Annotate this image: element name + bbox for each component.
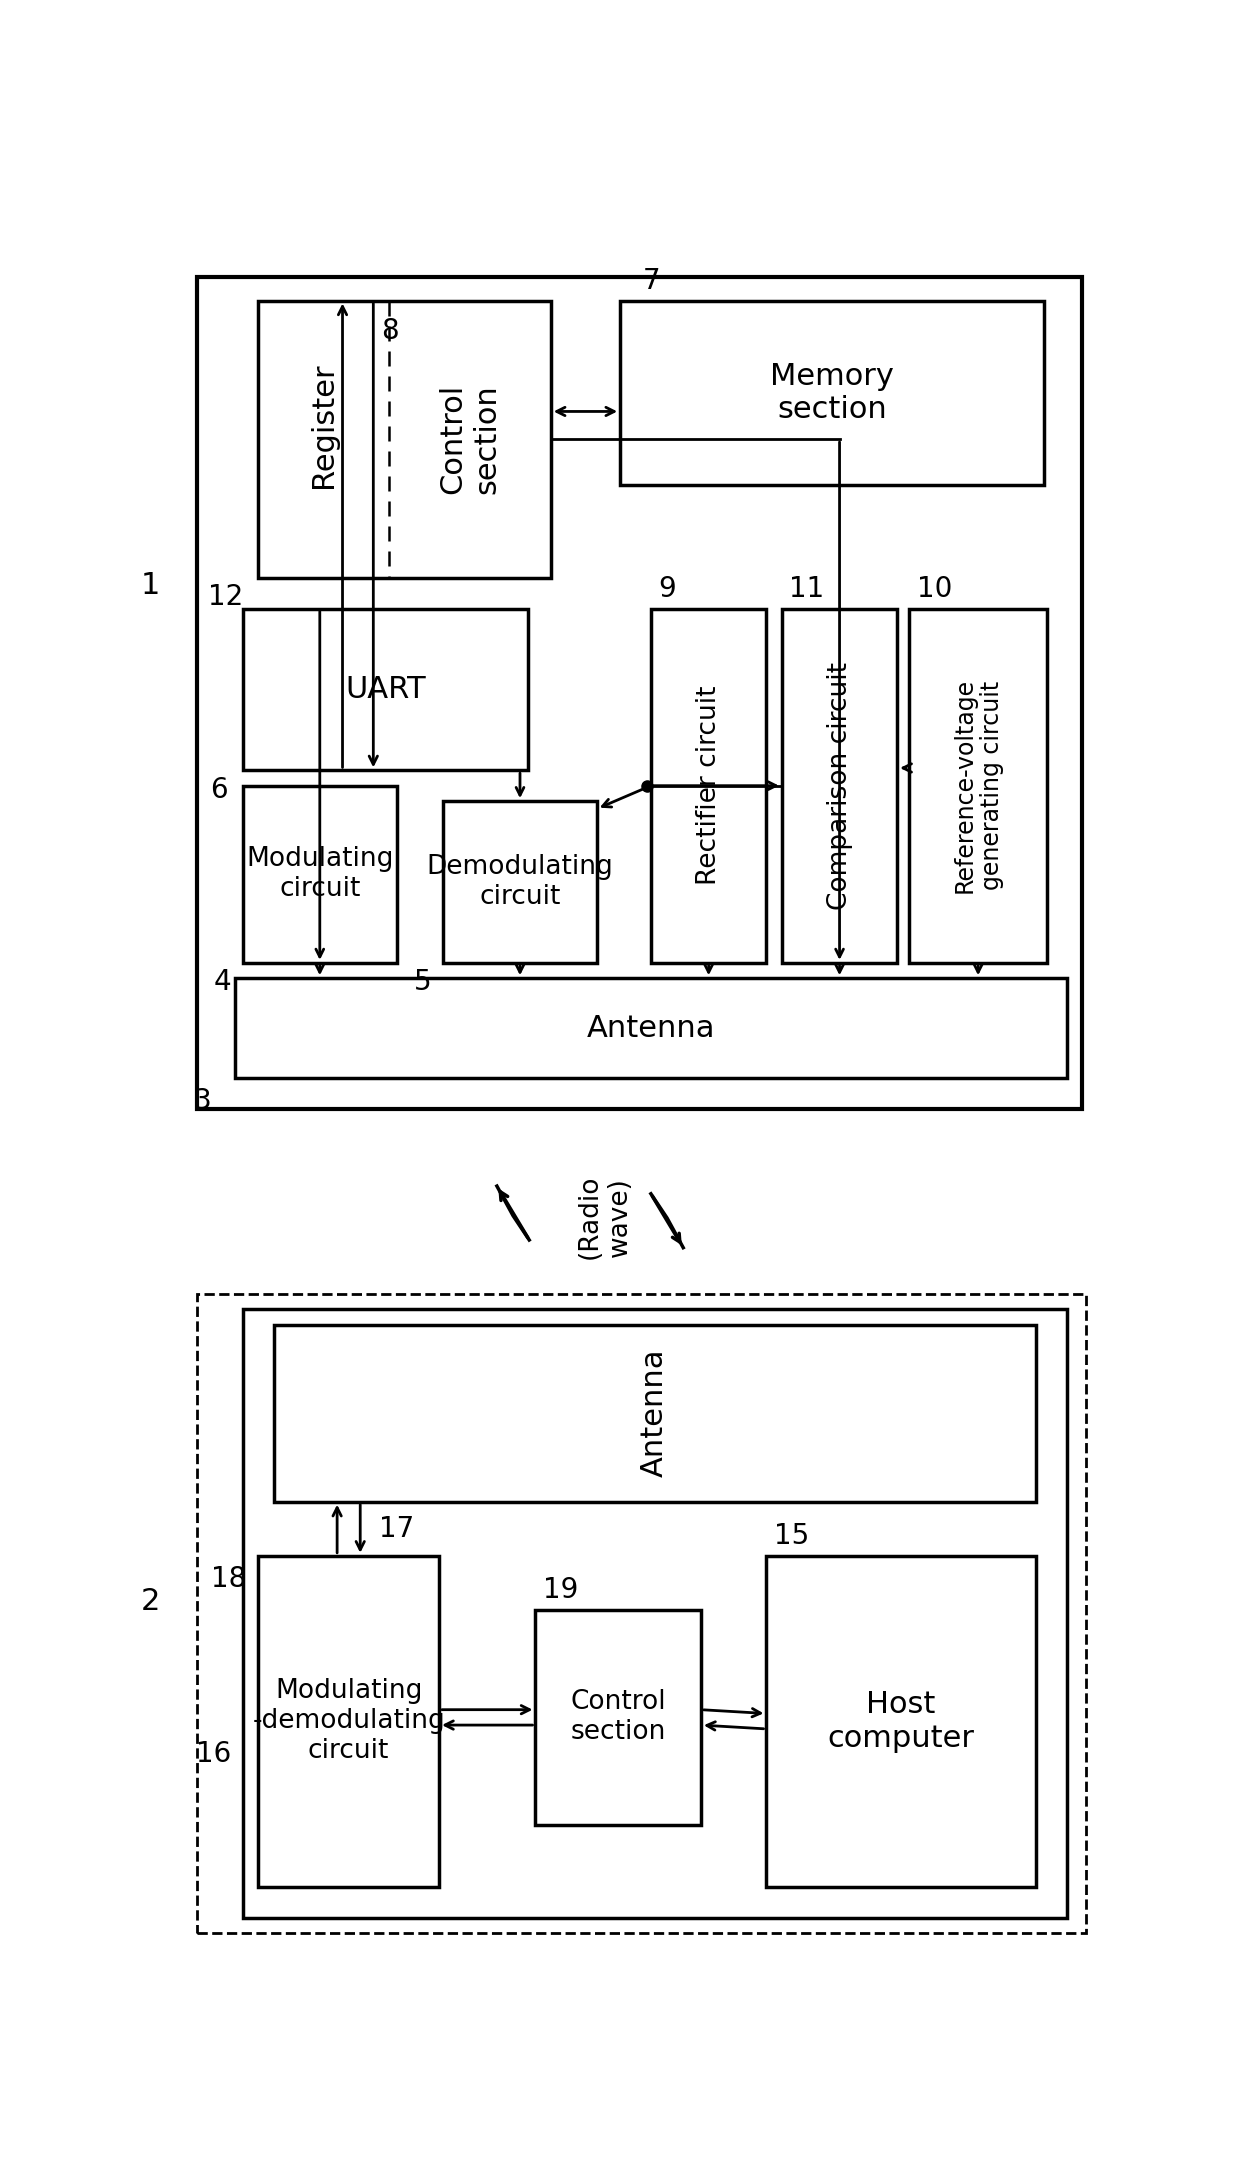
- Bar: [243, 1308, 1066, 1918]
- Text: 7: 7: [644, 266, 661, 295]
- Text: Antenna: Antenna: [587, 1013, 715, 1042]
- Bar: [197, 277, 1083, 1109]
- Text: (Radio
wave): (Radio wave): [577, 1175, 632, 1260]
- Text: 11: 11: [790, 574, 825, 603]
- Text: 2: 2: [140, 1588, 160, 1616]
- Text: Antenna: Antenna: [640, 1350, 670, 1479]
- Text: Demodulating
circuit: Demodulating circuit: [427, 854, 614, 911]
- Bar: [236, 978, 1066, 1079]
- Text: Modulating
-demodulating
circuit: Modulating -demodulating circuit: [252, 1677, 445, 1765]
- Text: 10: 10: [916, 574, 952, 603]
- Text: 5: 5: [414, 968, 432, 996]
- Text: 19: 19: [543, 1577, 579, 1605]
- Text: 3: 3: [195, 1088, 212, 1116]
- Text: Comparison circuit: Comparison circuit: [827, 662, 853, 911]
- Bar: [197, 1293, 1086, 1933]
- Bar: [651, 609, 766, 963]
- Text: Reference-voltage
generating circuit: Reference-voltage generating circuit: [952, 677, 1004, 893]
- Text: Memory
section: Memory section: [770, 363, 894, 424]
- Text: UART: UART: [345, 675, 425, 703]
- Text: 18: 18: [211, 1564, 247, 1592]
- Text: Register: Register: [309, 363, 339, 489]
- Bar: [274, 1326, 1035, 1503]
- Bar: [781, 609, 898, 963]
- Bar: [443, 802, 596, 963]
- Text: 1: 1: [140, 570, 160, 601]
- Text: 16: 16: [196, 1741, 231, 1769]
- Bar: [536, 1610, 701, 1826]
- Text: 4: 4: [213, 968, 231, 996]
- Text: Control
section: Control section: [439, 384, 501, 494]
- Bar: [766, 1555, 1035, 1887]
- Bar: [258, 1555, 439, 1887]
- Text: 17: 17: [379, 1516, 414, 1542]
- Text: 12: 12: [207, 583, 243, 612]
- Bar: [258, 301, 551, 579]
- Text: 15: 15: [774, 1522, 810, 1551]
- Bar: [243, 786, 397, 963]
- Text: Control
section: Control section: [570, 1690, 666, 1745]
- Bar: [620, 301, 1044, 485]
- Text: 8: 8: [381, 317, 398, 345]
- Text: 6: 6: [210, 775, 227, 804]
- Bar: [243, 609, 528, 771]
- Text: Modulating
circuit: Modulating circuit: [246, 845, 393, 902]
- Bar: [909, 609, 1048, 963]
- Text: Rectifier circuit: Rectifier circuit: [696, 686, 722, 885]
- Text: 9: 9: [658, 574, 676, 603]
- Text: Host
computer: Host computer: [827, 1690, 975, 1752]
